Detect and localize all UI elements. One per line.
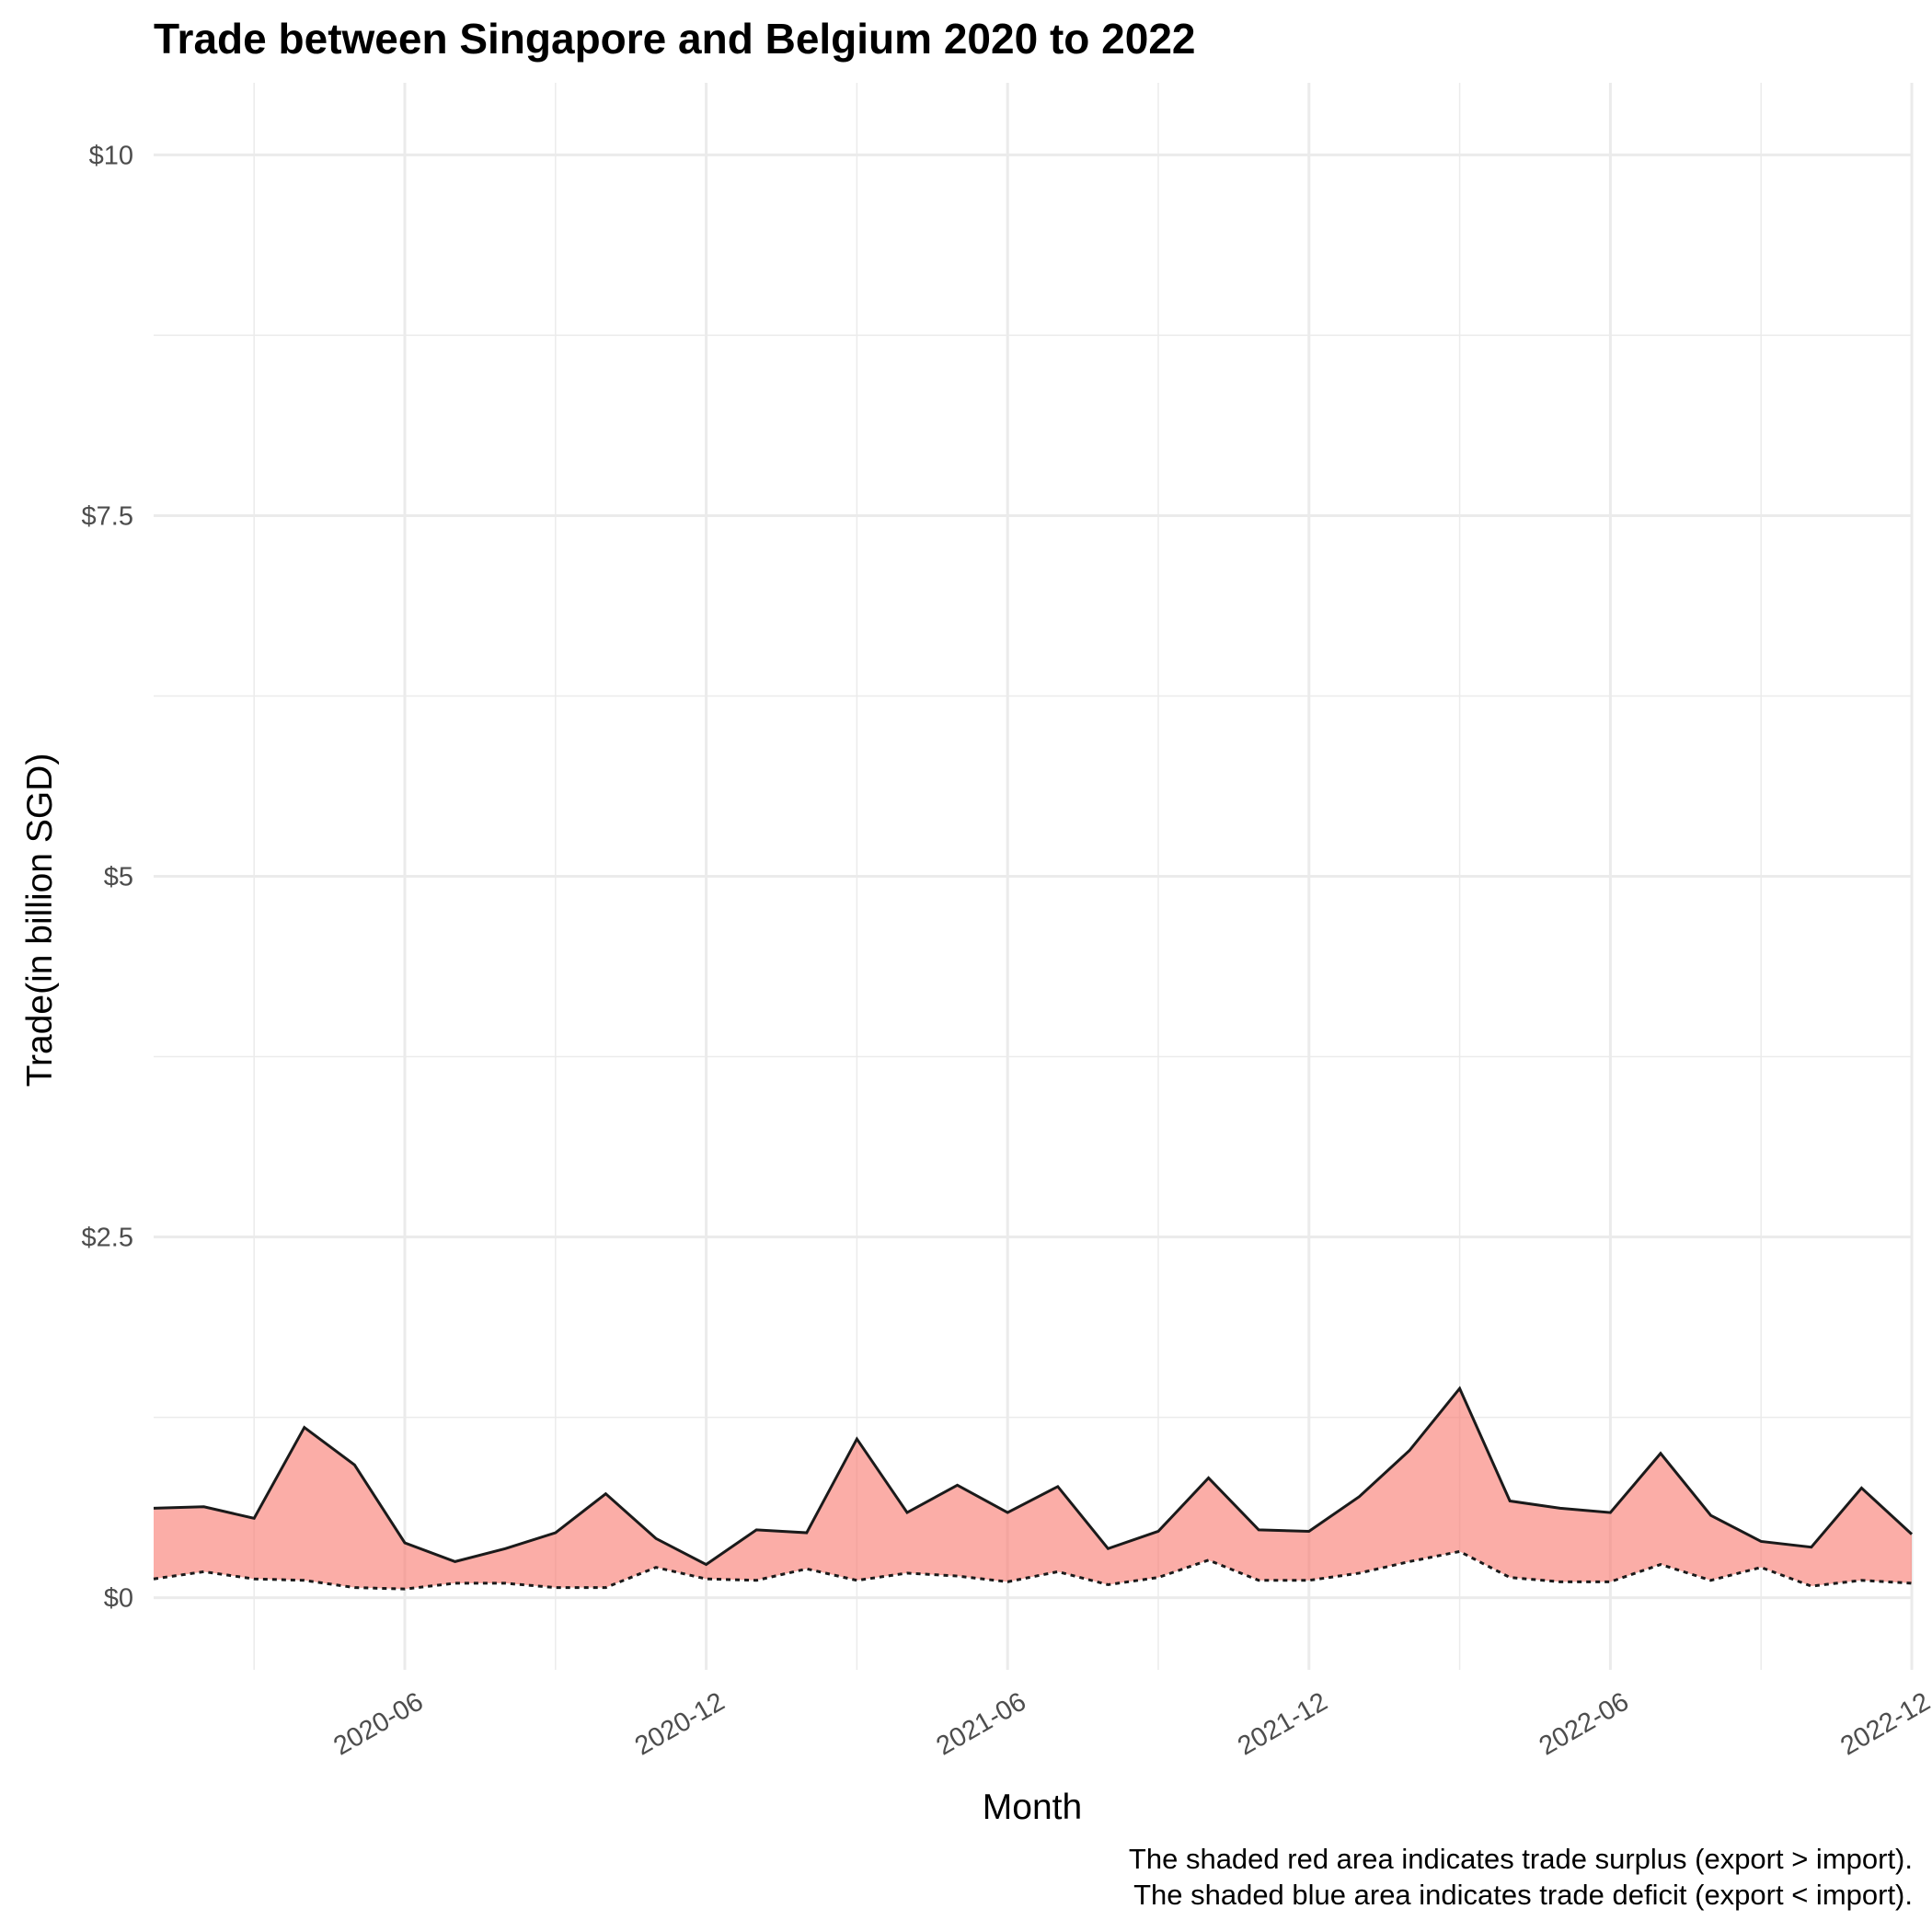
- x-tick-label: 2020-06: [328, 1687, 428, 1762]
- x-tick-label: 2022-06: [1535, 1687, 1634, 1762]
- y-tick-label: $7.5: [82, 501, 133, 531]
- y-axis-ticks: $0 $2.5 $5 $7.5 $10: [82, 141, 133, 1613]
- series-lines: [153, 1386, 1914, 1591]
- y-axis-title: Trade(in billion SGD): [20, 753, 60, 1087]
- x-tick-label: 2021-12: [1233, 1687, 1332, 1762]
- surplus-area: [154, 1388, 1912, 1590]
- y-tick-label: $10: [89, 141, 133, 170]
- y-tick-label: $2.5: [82, 1224, 133, 1253]
- chart-title: Trade between Singapore and Belgium 2020…: [154, 15, 1195, 63]
- x-tick-label: 2020-12: [630, 1687, 730, 1762]
- surplus-fill: [154, 1388, 1912, 1590]
- export-line: [153, 1386, 1914, 1567]
- x-tick-label: 2022-12: [1835, 1687, 1932, 1762]
- x-tick-label: 2021-06: [932, 1687, 1031, 1762]
- x-axis-ticks: 2020-06 2020-12 2021-06 2021-12 2022-06 2022-…: [328, 1687, 1932, 1762]
- y-tick-label: $5: [104, 863, 133, 892]
- y-tick-label: $0: [104, 1584, 133, 1614]
- import-line: [153, 1549, 1913, 1591]
- caption-line-2: The shaded blue area indicates trade def…: [1133, 1879, 1913, 1911]
- caption-line-1: The shaded red area indicates trade surp…: [1129, 1843, 1913, 1875]
- x-axis-title: Month: [983, 1788, 1082, 1827]
- grid: [154, 83, 1914, 1670]
